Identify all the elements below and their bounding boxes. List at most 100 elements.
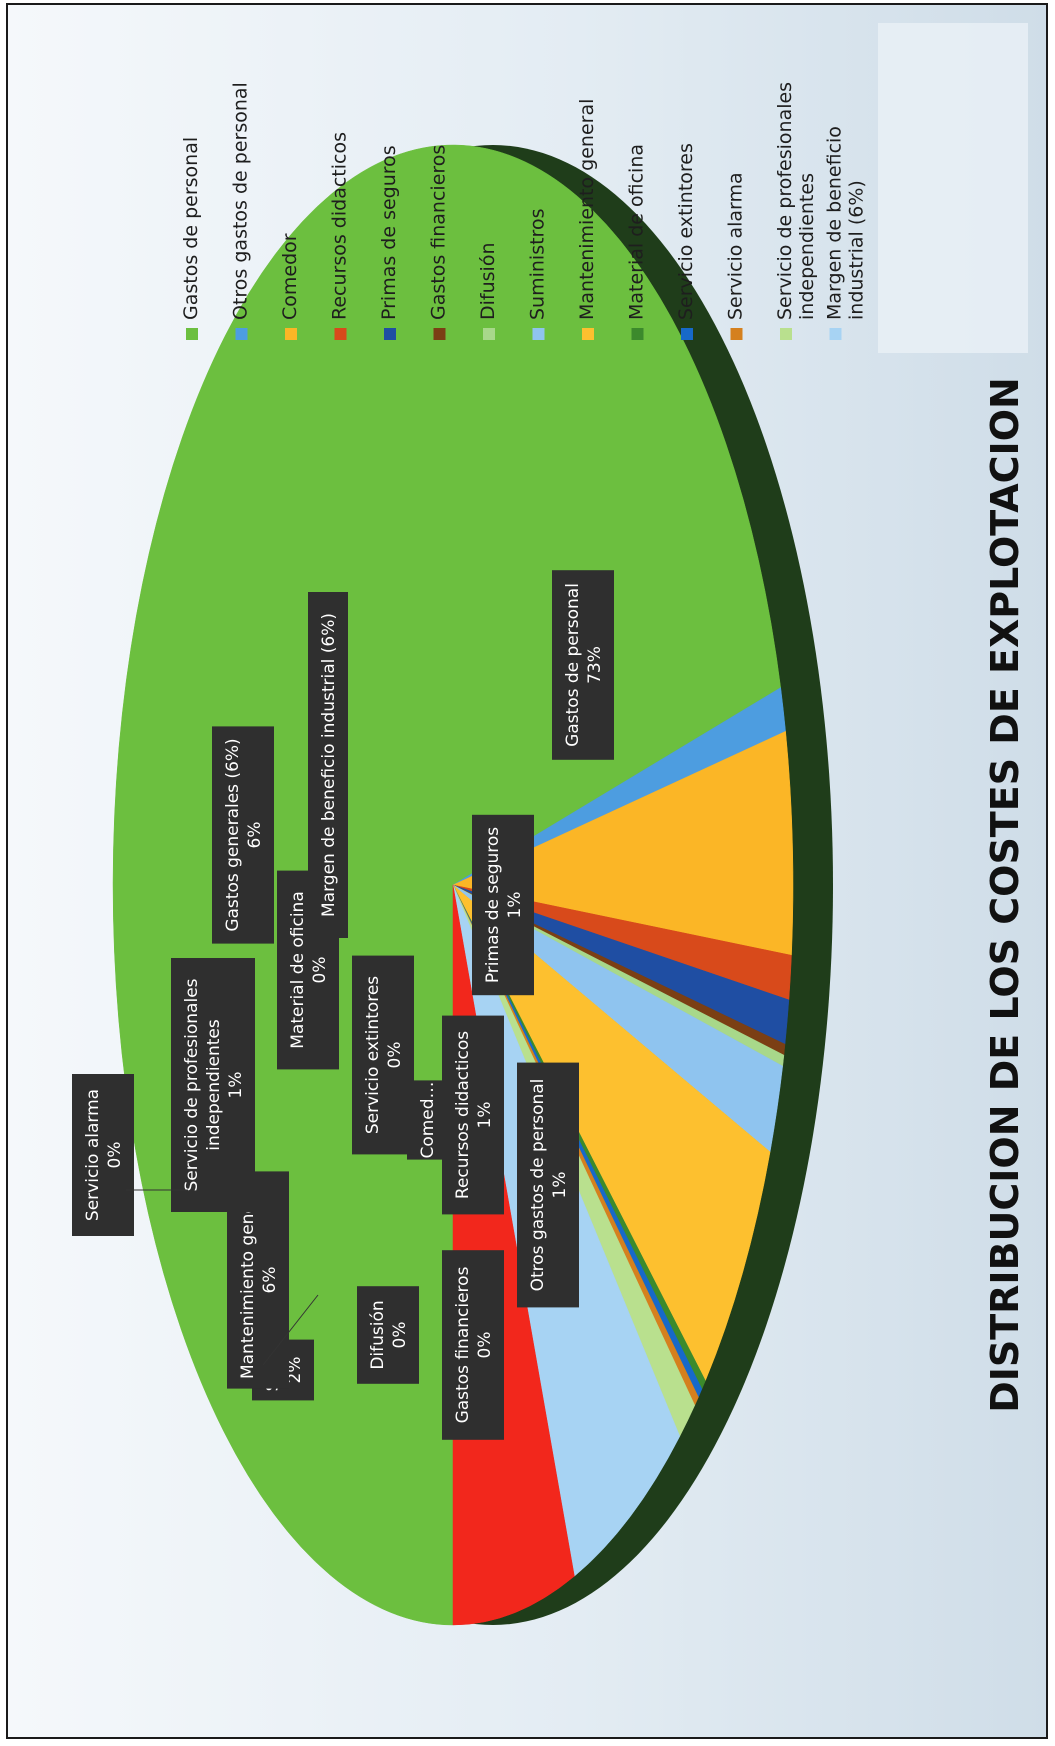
- legend-item-mantenimiento-general: Mantenimiento general: [576, 99, 598, 340]
- legend-swatch: [730, 328, 743, 340]
- data-label-text: Mantenimiento general: [238, 1181, 258, 1379]
- data-label-text: 1%: [475, 1102, 495, 1129]
- legend-label: Material de oficina: [626, 144, 648, 320]
- data-label-text: Material de oficina: [288, 891, 308, 1049]
- legend-swatch: [235, 328, 248, 340]
- data-label-text: 1%: [550, 1172, 570, 1199]
- legend-item-servicio-extintores: Servicio extintores: [675, 143, 697, 340]
- legend-label: Mantenimiento general: [576, 99, 598, 320]
- data-label-text: 73%: [585, 646, 605, 684]
- legend-item-comedor: Comedor: [279, 233, 301, 340]
- legend-label: Suministros: [527, 209, 549, 320]
- data-label-gastos-de-personal: Gastos de personal 73%: [552, 570, 614, 760]
- chart-title: DISTRIBUCION DE LOS COSTES DE EXPLOTACIO…: [983, 377, 1027, 1413]
- data-label-box: [171, 958, 255, 1212]
- legend-label: Recursos didacticos: [329, 132, 351, 320]
- data-label-text: independientes: [204, 1019, 224, 1151]
- pie-slice-comedor: [452, 730, 794, 956]
- legend-label: Margen de beneficio: [824, 126, 846, 320]
- legend-swatch: [829, 328, 842, 340]
- legend-label: Otros gastos de personal: [230, 82, 252, 320]
- data-label-text: Servicio alarma: [83, 1089, 103, 1221]
- legend-item-margen-de-beneficio-industrial-6: Margen de beneficio industrial (6%): [824, 126, 868, 340]
- data-label-mantenimiento-general: Mantenimiento general 6%: [227, 1171, 289, 1389]
- data-label-text: 6%: [245, 822, 265, 849]
- data-label-text: Recursos didacticos: [453, 1031, 473, 1199]
- legend-swatch: [780, 328, 792, 340]
- data-label-gastos-financieros: Gastos financieros 0%: [442, 1250, 504, 1440]
- data-label-box: [72, 1074, 134, 1236]
- data-label-primas-de-seguros: Primas de seguros 1%: [472, 814, 534, 996]
- data-label-text: Margen de beneficio industrial (6%): [319, 613, 339, 917]
- legend-item-gastos-de-personal: Gastos de personal: [180, 137, 202, 340]
- data-label-text: Gastos de personal: [563, 583, 583, 747]
- legend-label: Gastos de personal: [180, 137, 202, 320]
- legend-label: Gastos financieros: [428, 145, 450, 320]
- legend-swatch: [285, 328, 297, 340]
- legend-label: Servicio de profesionales: [774, 82, 796, 320]
- data-label-text: Servicio de profesionales: [182, 978, 202, 1191]
- pie-data-labels: Gastos de personal 73% Otros gastos de per…: [72, 570, 614, 1440]
- legend-label: industrial (6%): [846, 180, 868, 320]
- data-label-text: 0%: [390, 1322, 410, 1349]
- data-label-text: 0%: [385, 1042, 405, 1069]
- data-label-text: Gastos financieros: [453, 1266, 473, 1423]
- data-label-text: Gastos generales (6%): [223, 738, 243, 931]
- data-label-box: [227, 1171, 289, 1389]
- data-label-box: [442, 1250, 504, 1440]
- cost-distribution-pie-chart: Gastos de personal 73%Otros gastos de per…: [72, 23, 1028, 1626]
- legend-swatch: [681, 328, 693, 340]
- legend-swatch: [334, 328, 347, 340]
- data-label-box: [472, 814, 534, 996]
- data-label-box: [552, 570, 614, 760]
- data-label-box: [357, 1286, 419, 1384]
- data-label-text: Comed…: [418, 1081, 438, 1158]
- data-label-text: 2%: [285, 1357, 305, 1384]
- legend-item-otros-gastos-de-personal: Otros gastos de personal: [230, 82, 252, 340]
- data-label-box: [352, 955, 414, 1155]
- data-label-text: 1%: [226, 1072, 246, 1099]
- data-label-box: [308, 592, 348, 938]
- legend-item-difusion: Difusión: [477, 243, 499, 340]
- leader-line: [262, 1294, 319, 1366]
- data-label-box: [212, 726, 274, 944]
- legend-swatch: [433, 328, 446, 340]
- legend-label: Difusión: [477, 243, 499, 320]
- chart-frame: Gastos de personal 73% Otros gastos de per…: [6, 3, 1048, 1739]
- data-label-text: 1%: [505, 892, 525, 919]
- legend-item-gastos-financieros: Gastos financieros: [428, 145, 450, 340]
- data-label-text: 0%: [310, 957, 330, 984]
- legend-label: independientes: [796, 173, 818, 320]
- data-label-text: Primas de seguros: [483, 827, 503, 983]
- data-label-servicio-alarma: Servicio alarma 0%: [72, 1074, 134, 1236]
- legend-swatch: [186, 328, 198, 340]
- data-label-gastos-generales: Gastos generales (6%) 6%: [212, 726, 274, 944]
- legend-item-primas-de-seguros: Primas de seguros: [378, 145, 400, 340]
- data-label-servicio-extintores: Servicio extintores 0%: [352, 955, 414, 1155]
- legend-item-recursos-didacticos: Recursos didacticos: [329, 132, 351, 340]
- pie-slice-mantenimiento-general: [452, 884, 771, 1382]
- data-label-text: Servicio extintores: [363, 976, 383, 1134]
- data-label-difusion: Difusión 0%: [357, 1286, 419, 1384]
- legend: Gastos de personal Otros gastos de person…: [180, 82, 868, 340]
- data-label-servicio-de-profesionales-independientes: Servicio de profesionales independientes 1…: [171, 958, 255, 1212]
- data-label-box: [517, 1062, 579, 1308]
- data-label-text: Otros gastos de personal: [528, 1079, 548, 1292]
- legend-item-suministros: Suministros: [527, 209, 549, 340]
- legend-item-servicio-de-profesionales-independientes: Servicio de profesionales independientes: [774, 82, 818, 340]
- data-label-box: [442, 1015, 504, 1215]
- data-label-text: 6%: [260, 1267, 280, 1294]
- legend-label: Comedor: [279, 233, 301, 320]
- data-label-text: Difusión: [368, 1300, 388, 1369]
- data-label-margen-de-beneficio-industrial-6: Margen de beneficio industrial (6%): [308, 592, 348, 938]
- legend-label: Servicio extintores: [675, 143, 697, 320]
- legend-swatch: [532, 328, 545, 340]
- legend-background: [878, 23, 1028, 353]
- data-label-text: 0%: [105, 1142, 125, 1169]
- legend-swatch: [384, 328, 396, 340]
- legend-label: Primas de seguros: [378, 145, 400, 320]
- legend-swatch: [483, 328, 495, 340]
- legend-item-servicio-alarma: Servicio alarma: [725, 172, 747, 340]
- data-label-otros-gastos-de-personal: Otros gastos de personal 1%: [517, 1062, 579, 1308]
- legend-item-material-de-oficina: Material de oficina: [626, 144, 648, 340]
